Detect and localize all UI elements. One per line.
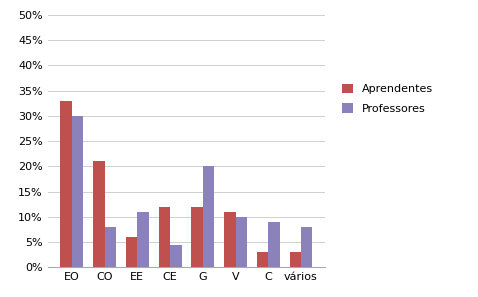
Bar [257, 252, 268, 267]
Bar [203, 166, 214, 267]
Bar [224, 212, 236, 267]
Bar [159, 207, 170, 267]
Bar [60, 101, 72, 267]
Bar [191, 207, 203, 267]
Bar [236, 217, 247, 267]
Bar [301, 227, 313, 267]
Legend: Aprendentes, Professores: Aprendentes, Professores [342, 83, 433, 114]
Bar [105, 227, 116, 267]
Bar [72, 116, 83, 267]
Bar [170, 245, 182, 267]
Bar [137, 212, 149, 267]
Bar [290, 252, 301, 267]
Bar [126, 237, 137, 267]
Bar [268, 222, 280, 267]
Bar [93, 161, 105, 267]
